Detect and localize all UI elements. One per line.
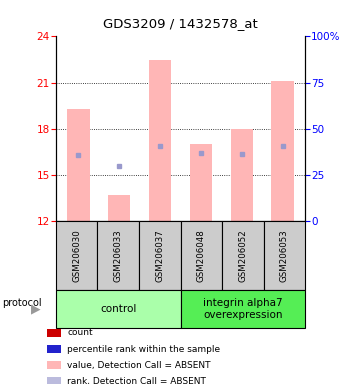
Text: GSM206052: GSM206052	[238, 229, 247, 282]
Text: control: control	[100, 304, 136, 314]
Bar	[149, 60, 171, 221]
Bar	[271, 81, 294, 221]
Bar	[231, 129, 253, 221]
Text: GSM206053: GSM206053	[280, 229, 289, 282]
Text: GSM206030: GSM206030	[72, 229, 81, 282]
Text: integrin alpha7
overexpression: integrin alpha7 overexpression	[203, 298, 283, 320]
Bar	[108, 195, 130, 221]
Text: GDS3209 / 1432578_at: GDS3209 / 1432578_at	[103, 17, 258, 30]
Bar	[67, 109, 90, 221]
Text: rank, Detection Call = ABSENT: rank, Detection Call = ABSENT	[67, 377, 206, 384]
Bar	[190, 144, 212, 221]
Text: percentile rank within the sample: percentile rank within the sample	[67, 344, 220, 354]
Text: GSM206048: GSM206048	[197, 229, 206, 282]
Text: count: count	[67, 328, 93, 338]
Text: GSM206033: GSM206033	[114, 229, 123, 282]
Text: value, Detection Call = ABSENT: value, Detection Call = ABSENT	[67, 361, 211, 370]
Text: ▶: ▶	[31, 303, 41, 316]
Text: protocol: protocol	[2, 298, 42, 308]
Text: GSM206037: GSM206037	[155, 229, 164, 282]
